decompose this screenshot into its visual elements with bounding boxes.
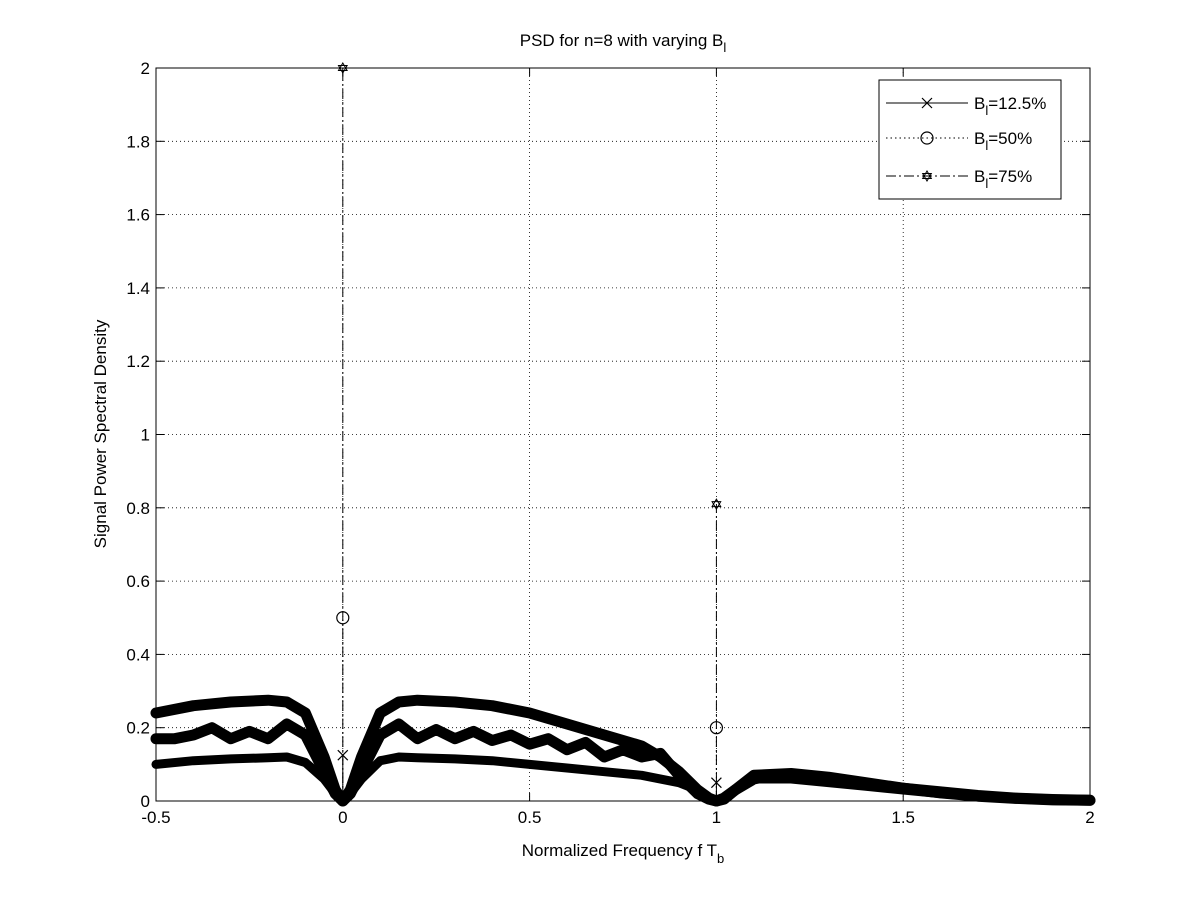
marker-x [921, 97, 933, 109]
data-point [229, 700, 233, 704]
data-point [490, 739, 494, 743]
y-tick-label: 0 [141, 792, 150, 811]
legend-box [878, 79, 1062, 200]
data-point [602, 733, 606, 737]
data-point [397, 700, 401, 704]
data-point [229, 737, 233, 741]
y-tick-label: 1.8 [126, 132, 150, 151]
data-point [378, 733, 382, 737]
series-3 [150, 61, 1096, 807]
marker-hexagram-down [711, 501, 722, 511]
data-point [416, 737, 420, 741]
data-point [528, 742, 532, 746]
data-point [285, 755, 289, 759]
marker-hexagram-up [921, 170, 933, 179]
legend-marker-circle [920, 131, 934, 145]
data-point [528, 711, 532, 715]
y-tick-label: 1.4 [126, 279, 150, 298]
data-point [1013, 796, 1017, 800]
data-point [453, 737, 457, 741]
data-point [640, 755, 644, 759]
y-tick-label: 1.6 [126, 206, 150, 225]
data-point [453, 700, 457, 704]
marker-hexagram-up [337, 61, 348, 71]
data-point [864, 781, 868, 785]
data-point [397, 755, 401, 759]
x-tick-label: 1.5 [891, 808, 915, 827]
data-point [658, 755, 662, 759]
marker-circle [920, 131, 934, 145]
data-point [565, 748, 569, 752]
data-point [789, 772, 793, 776]
y-tick-label: 0.6 [126, 572, 150, 591]
data-point [939, 791, 943, 795]
data-point [191, 733, 195, 737]
legend-marker-hexagram [921, 170, 933, 182]
marker-hexagram-down [337, 65, 348, 75]
legend-label-series-2: Bl=50% [974, 129, 1032, 153]
x-axis-label: Normalized Frequency f Tb [522, 841, 725, 866]
x-tick-label: 0.5 [518, 808, 542, 827]
marker-hexagram-up [711, 498, 722, 508]
chart-title: PSD for n=8 with varying Bl [520, 31, 727, 55]
legend: Bl=12.5% Bl=50% Bl=75% [878, 79, 1062, 200]
legend-marker-x [921, 97, 933, 109]
data-point [303, 733, 307, 737]
data-point [359, 755, 363, 759]
y-tick-label: 1 [141, 426, 150, 445]
y-tick-label: 0.2 [126, 719, 150, 738]
y-tick-label: 0.8 [126, 499, 150, 518]
x-tick-label: 2 [1085, 808, 1094, 827]
x-tick-label: 1 [712, 808, 721, 827]
data-point [733, 788, 737, 792]
data-point [453, 757, 457, 761]
tick-labels: -0.5 0 0.5 1 1.5 200.20.40.60.811.21.41.61.82 [126, 59, 1094, 827]
data-point [528, 762, 532, 766]
y-tick-label: 2 [141, 59, 150, 78]
axes-box [155, 67, 1091, 802]
data-point [229, 757, 233, 761]
data-point [322, 755, 326, 759]
data-point [602, 770, 606, 774]
data-point [285, 700, 289, 704]
legend-label-series-1: Bl=12.5% [974, 94, 1046, 118]
y-tick-label: 1.2 [126, 352, 150, 371]
legend-label-series-3: Bl=75% [974, 167, 1032, 191]
y-axis-label: Signal Power Spectral Density [91, 319, 110, 548]
x-tick-label: -0.5 [141, 808, 170, 827]
x-tick-label: 0 [338, 808, 347, 827]
data-point [266, 737, 270, 741]
data-point [696, 788, 700, 792]
marker-hexagram-down [921, 173, 933, 182]
y-tick-label: 0.4 [126, 645, 150, 664]
data-point [602, 755, 606, 759]
plot-area [150, 61, 1096, 807]
